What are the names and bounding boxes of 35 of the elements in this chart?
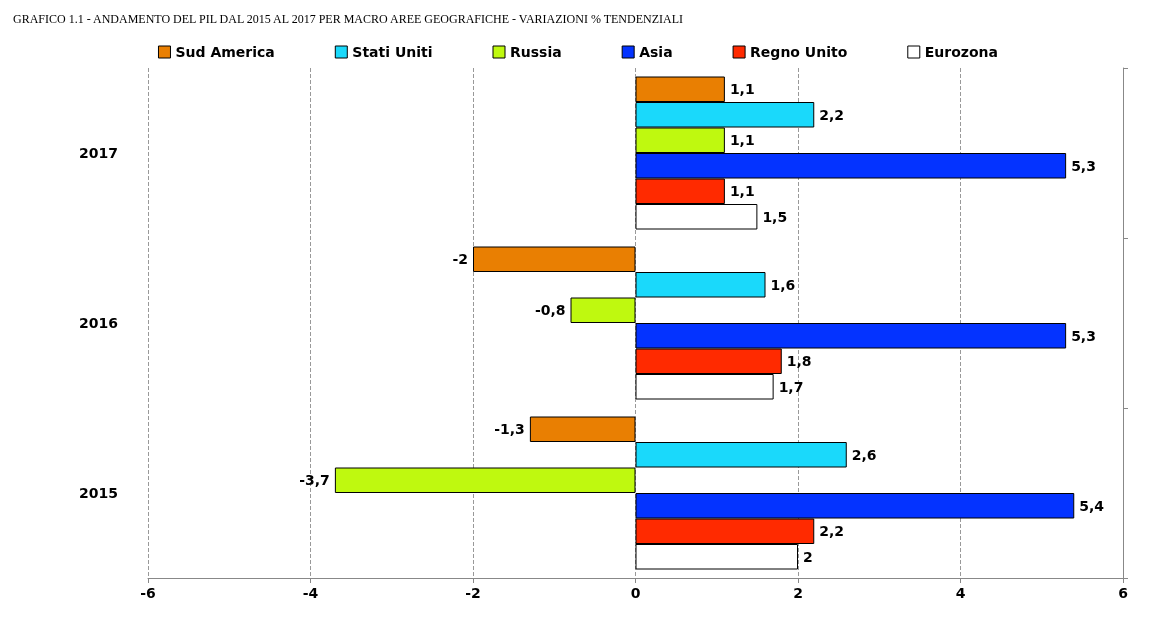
data-label: 1,6 xyxy=(770,276,796,293)
legend-label: Sud America xyxy=(175,44,275,60)
data-label: 1,7 xyxy=(778,378,804,395)
legend-label: Asia xyxy=(639,44,673,60)
chart-title: GRAFICO 1.1 - ANDAMENTO DEL PIL DAL 2015 AL 2017 PER MACRO AREE GEOGRAFICHE - VARIAZIONI % TENDENZIALI xyxy=(13,12,683,26)
x-tick-label: 6 xyxy=(1118,585,1128,601)
data-label: 1,1 xyxy=(729,132,755,149)
data-label: 2,2 xyxy=(819,523,845,540)
x-tick-label: 0 xyxy=(630,585,641,601)
legend-label: Russia xyxy=(510,44,562,60)
data-label: 1,5 xyxy=(762,208,788,225)
data-label: -2 xyxy=(452,251,468,268)
data-label: 2 xyxy=(803,548,813,565)
data-label: 1,1 xyxy=(729,183,755,200)
x-tick-label: 4 xyxy=(955,585,966,601)
data-label: 5,3 xyxy=(1071,157,1096,174)
legend-label: Stati Uniti xyxy=(352,44,433,60)
y-tick-label: 2016 xyxy=(79,315,118,331)
x-tick-label: 2 xyxy=(793,585,803,601)
data-label: 2,6 xyxy=(851,446,877,463)
y-tick-label: 2015 xyxy=(79,485,118,501)
data-label: 5,3 xyxy=(1071,327,1096,344)
data-label: 1,8 xyxy=(786,353,812,370)
x-tick-label: -2 xyxy=(465,585,481,601)
x-tick-label: -6 xyxy=(140,585,156,601)
data-label: 1,1 xyxy=(729,81,755,98)
data-label: -0,8 xyxy=(534,302,566,319)
data-label: -3,7 xyxy=(299,472,330,489)
data-label: -1,3 xyxy=(494,421,525,438)
legend-label: Eurozona xyxy=(924,44,999,60)
data-label: 5,4 xyxy=(1079,497,1105,514)
y-tick-label: 2017 xyxy=(79,145,118,161)
data-label: 2,2 xyxy=(819,106,845,123)
legend-label: Regno Unito xyxy=(750,44,848,60)
x-tick-label: -4 xyxy=(302,585,319,601)
